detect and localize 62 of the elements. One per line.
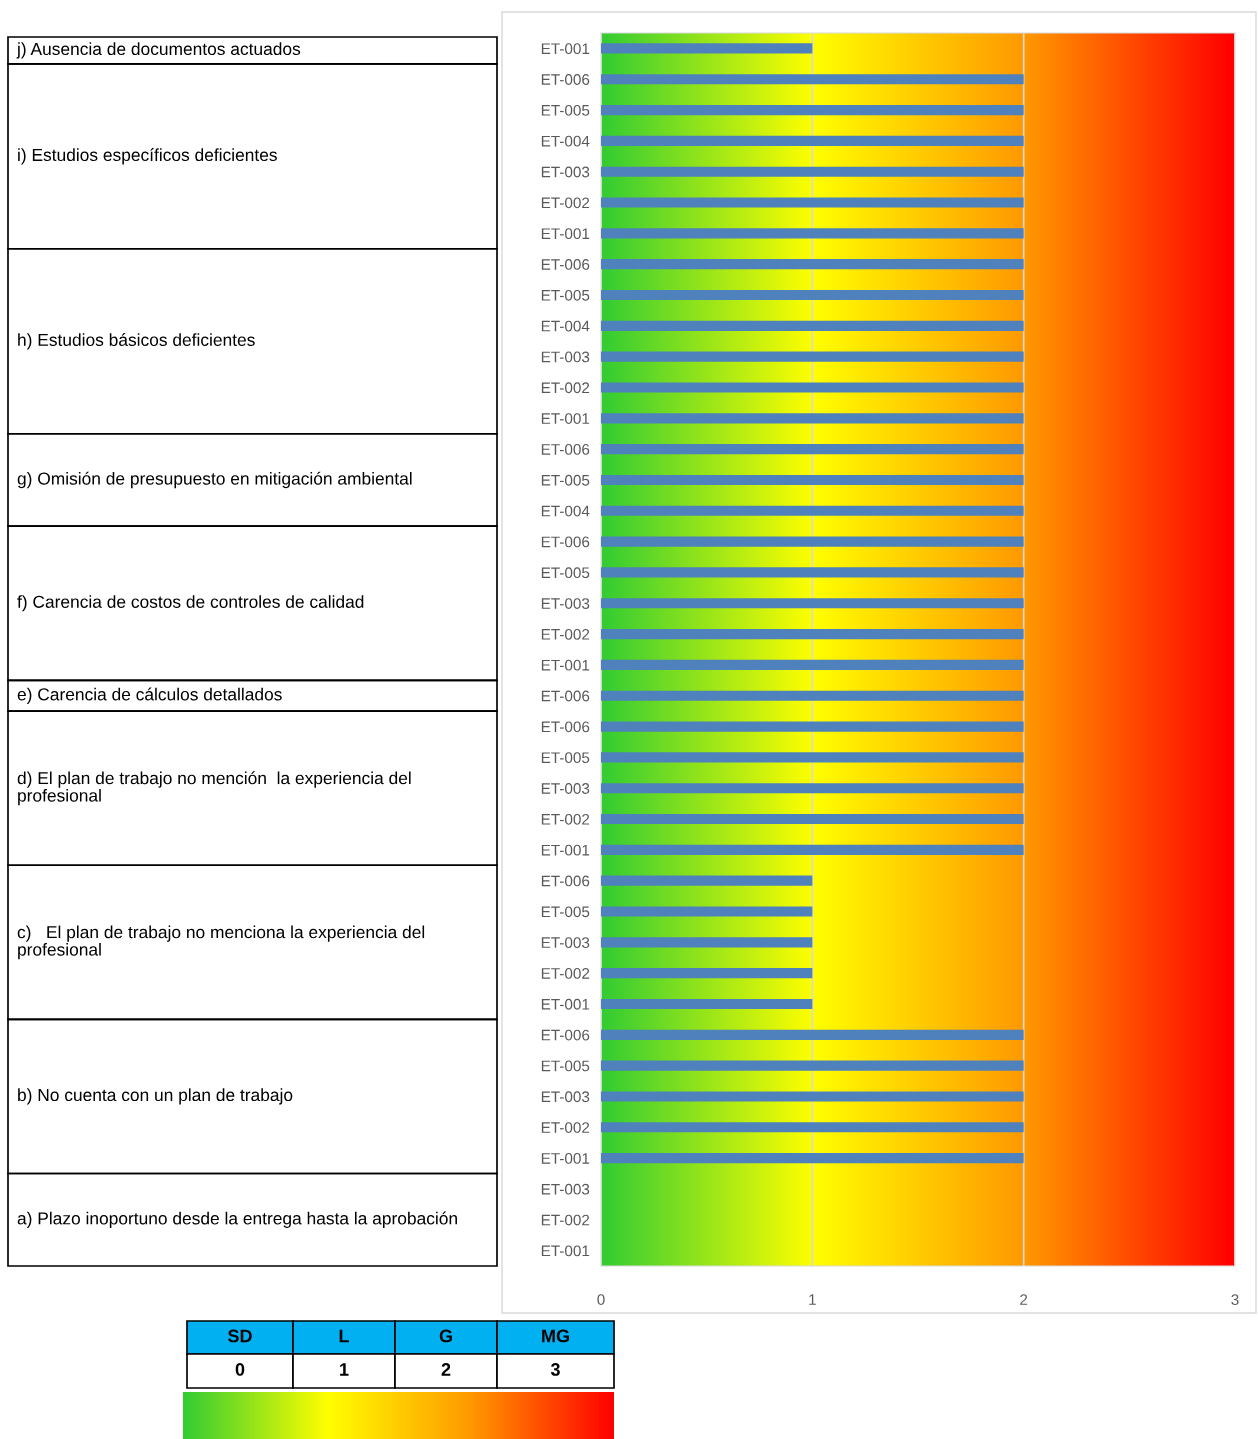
text: d) El plan de trabajo no mención la experiencia del profesional (17, 771, 411, 806)
x-tick-label: 2 (1020, 1294, 1028, 1305)
y-tick-label: ET-004 (541, 505, 590, 517)
y-tick-label: ET-006 (541, 1029, 590, 1041)
y-tick-label: ET-001 (541, 1245, 590, 1257)
y-tick-label: ET-005 (541, 1060, 590, 1072)
y-tick-label: ET-001 (541, 43, 590, 55)
text: 0 (235, 1363, 245, 1376)
x-tick-label: 3 (1231, 1294, 1239, 1305)
y-tick-label: ET-005 (541, 567, 590, 579)
text: 1 (340, 1363, 349, 1376)
text: g) Omisión de presupuesto en mitigación ambiental (17, 471, 412, 489)
y-tick-label: ET-001 (541, 1152, 590, 1164)
y-tick-label: ET-001 (541, 844, 590, 856)
y-tick-label: ET-002 (541, 968, 590, 979)
y-tick-label: ET-002 (541, 1122, 590, 1133)
y-tick-label: ET-001 (541, 413, 590, 424)
text: j) Ausencia de documentos actuados (16, 42, 301, 59)
y-tick-label: ET-002 (541, 1214, 590, 1226)
text: G (439, 1329, 452, 1343)
y-tick-label: ET-001 (541, 228, 590, 240)
y-tick-label: ET-003 (541, 1091, 590, 1103)
y-tick-label: ET-003 (541, 937, 590, 949)
x-tick-label: 0 (597, 1294, 605, 1305)
y-tick-label: ET-002 (541, 382, 590, 394)
y-tick-label: ET-006 (541, 259, 590, 270)
text: e) Carencia de cálculos detallados (17, 687, 282, 704)
y-tick-label: ET-006 (541, 74, 590, 85)
y-tick-label: ET-005 (541, 906, 590, 918)
text: b) No cuenta con un plan de trabajo (18, 1088, 293, 1105)
y-tick-label: ET-002 (541, 197, 590, 209)
x-tick-label: 1 (809, 1294, 816, 1305)
text: i) Estudios específicos deficientes (18, 148, 277, 165)
text: c) El plan de trabajo no menciona la experiencia del profesional (17, 925, 425, 960)
text: 2 (441, 1363, 451, 1376)
y-tick-label: ET-001 (541, 998, 590, 1010)
y-tick-label: ET-005 (541, 474, 590, 486)
y-tick-label: ET-005 (541, 289, 590, 301)
y-tick-label: ET-002 (541, 813, 590, 825)
text: h) Estudios básicos deficientes (18, 333, 255, 350)
text: 3 (550, 1363, 560, 1376)
text: SD (227, 1329, 252, 1343)
y-tick-label: ET-003 (541, 598, 590, 609)
y-tick-label: ET-001 (541, 659, 590, 671)
y-tick-label: ET-006 (541, 721, 590, 733)
text: L (339, 1329, 349, 1343)
y-tick-label: ET-002 (541, 628, 590, 640)
y-tick-label: ET-003 (541, 351, 590, 363)
y-tick-label: ET-006 (541, 690, 590, 702)
y-tick-label: ET-006 (541, 875, 590, 887)
y-tick-label: ET-003 (541, 166, 590, 178)
y-tick-label: ET-006 (541, 444, 590, 455)
text: f) Carencia de costos de controles de calidad (17, 595, 364, 612)
text: MG (542, 1329, 569, 1343)
y-tick-label: ET-003 (541, 1183, 590, 1195)
y-tick-label: ET-005 (541, 104, 590, 116)
y-tick-label: ET-004 (541, 135, 590, 147)
y-tick-label: ET-004 (541, 320, 590, 332)
y-tick-label: ET-006 (541, 536, 590, 548)
y-tick-label: ET-003 (541, 783, 590, 794)
text: a) Plazo inoportuno desde la entrega hasta la aprobación (17, 1211, 457, 1228)
y-tick-label: ET-005 (541, 752, 590, 764)
